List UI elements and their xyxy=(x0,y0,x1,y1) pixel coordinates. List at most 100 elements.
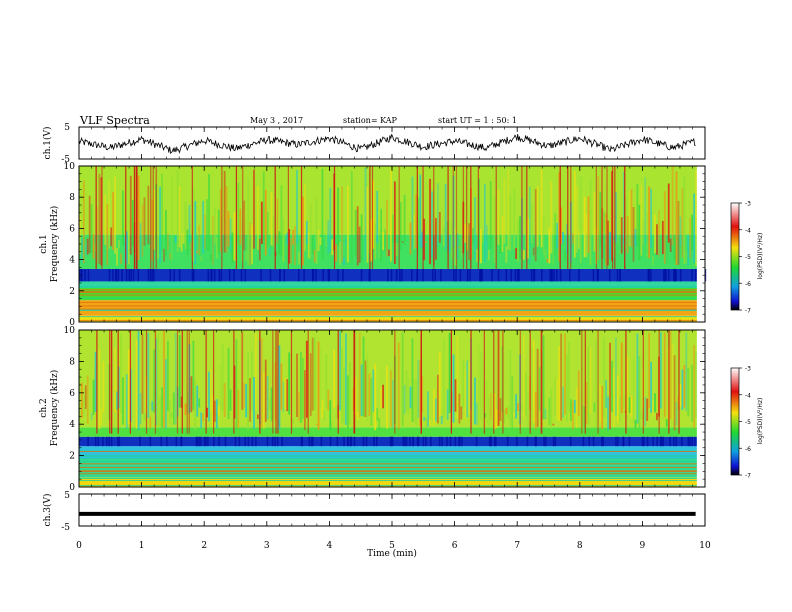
spectrogram-streak xyxy=(429,419,431,426)
spectrogram-dark-line xyxy=(303,268,305,282)
spectrogram-streak xyxy=(695,352,697,419)
spectrogram-ytick-label: 2 xyxy=(69,452,75,462)
spectrogram-streak xyxy=(264,359,267,422)
spectrogram-streak xyxy=(409,222,412,255)
header-station: station= KAP xyxy=(343,116,398,125)
spectrogram-dark-line xyxy=(251,436,254,447)
spectrogram-streak xyxy=(100,409,103,426)
spectrogram-streak xyxy=(677,201,680,265)
spectrogram-dark-line xyxy=(425,436,427,447)
colorbar-tick-label: -6 xyxy=(745,446,751,453)
spectrogram-streak xyxy=(454,379,457,412)
spectrogram-dark-line xyxy=(446,436,448,447)
time-tick-label: 5 xyxy=(389,541,395,551)
spectrogram-spike xyxy=(213,330,215,434)
spectrogram-streak xyxy=(519,216,521,259)
spectrogram-dark-line xyxy=(675,436,677,447)
spectrogram-dark-line xyxy=(112,268,114,282)
colorbar-tick-label: -3 xyxy=(745,366,751,373)
spectrogram-ytick-label: 2 xyxy=(69,287,75,297)
spectrogram-spike xyxy=(447,166,449,269)
spectrogram-streak xyxy=(339,242,341,265)
spectrogram-dark-line xyxy=(675,268,677,282)
spectrogram-streak xyxy=(123,236,126,265)
spectrogram-streak xyxy=(343,368,345,425)
spectrogram-streak xyxy=(112,191,115,251)
spectrogram-streak xyxy=(163,248,165,262)
spectrogram-streak xyxy=(141,204,144,257)
ch1-waveform-trace xyxy=(78,133,696,155)
spectrogram-dark-line xyxy=(617,436,619,447)
spectrogram-dark-line xyxy=(192,268,195,282)
spectrogram-streak xyxy=(165,359,167,429)
spectrogram-streak xyxy=(571,400,574,430)
spectrogram-streak xyxy=(429,178,431,265)
spectrogram-streak xyxy=(575,387,578,429)
spectrogram-streak xyxy=(329,187,332,252)
spectrogram-streak xyxy=(544,249,547,260)
spectrogram-streak xyxy=(192,188,195,261)
spectrogram-streak xyxy=(442,338,445,418)
spectrogram-streak xyxy=(311,337,314,411)
spectrogram-dark-line xyxy=(479,268,481,282)
spectrogram-streak xyxy=(364,167,367,261)
spectrogram-streak xyxy=(253,377,255,429)
spectrogram-streak xyxy=(331,239,334,256)
spectrogram-streak xyxy=(313,249,316,263)
spectrogram-streak xyxy=(260,337,263,428)
spectrogram-streak xyxy=(188,204,191,244)
spectrogram-streak xyxy=(681,188,684,258)
spectrogram-streak xyxy=(613,240,615,257)
spectrogram-streak xyxy=(583,196,586,258)
spectrogram-dark-line xyxy=(422,436,425,447)
spectrogram-dark-line xyxy=(422,268,424,282)
spectrogram-streak xyxy=(507,169,510,250)
spectrogram-dark-line xyxy=(244,436,246,447)
spectrogram-streak xyxy=(558,346,561,422)
spectrogram-dark-line xyxy=(213,436,215,447)
spectrogram-spike xyxy=(606,166,608,269)
spectrogram-streak xyxy=(180,396,183,408)
spectrogram-spike xyxy=(117,330,119,434)
spectrogram-streak xyxy=(513,188,516,250)
spectrogram-streak xyxy=(168,252,171,260)
spectrogram-spike xyxy=(101,166,103,269)
spectrogram-streak xyxy=(440,415,443,425)
spectrogram-streak xyxy=(658,209,660,258)
spectrogram-streak xyxy=(82,396,85,416)
spectrogram-streak xyxy=(509,349,512,427)
spectrogram-streak xyxy=(319,237,322,246)
spectrogram-streak xyxy=(558,172,561,262)
spectrogram-streak xyxy=(493,393,496,430)
spectrogram-dark-line xyxy=(376,436,378,447)
spectrogram-streak xyxy=(540,169,543,248)
spectrogram-streak xyxy=(425,241,428,243)
spectrogram-streak xyxy=(239,208,242,245)
spectrogram-streak xyxy=(532,339,535,424)
spectrogram-band xyxy=(79,287,705,301)
spectrogram-streak xyxy=(245,384,248,418)
spectrogram-streak xyxy=(315,198,318,265)
spectrogram-dark-line xyxy=(401,268,403,282)
spectrogram-streak xyxy=(691,364,694,422)
spectrogram-streak xyxy=(278,345,281,430)
spectrogram-streak xyxy=(395,242,398,257)
spectrogram-streak xyxy=(262,171,265,245)
spectrogram-streak xyxy=(499,398,502,421)
spectrogram-streak xyxy=(687,235,690,266)
spectrogram-streak xyxy=(143,413,146,421)
spectrogram-streak xyxy=(354,210,357,257)
spectrogram-dark-line xyxy=(615,436,617,447)
spectrogram-streak xyxy=(296,353,298,417)
spectrogram-streak xyxy=(630,396,633,418)
spectrogram-dark-line xyxy=(315,268,317,282)
spectrogram-dark-line xyxy=(459,268,462,282)
spectrogram-dark-line xyxy=(518,268,520,282)
spectrogram-dark-line xyxy=(681,436,683,447)
spectrogram-ytick-label: 0 xyxy=(69,483,75,493)
spectrogram-streak xyxy=(245,251,248,261)
spectrogram-tone-line xyxy=(79,454,705,456)
spectrogram-streak xyxy=(603,337,606,419)
spectrogram-streak xyxy=(317,341,320,430)
spectrogram-dark-line xyxy=(662,436,665,447)
